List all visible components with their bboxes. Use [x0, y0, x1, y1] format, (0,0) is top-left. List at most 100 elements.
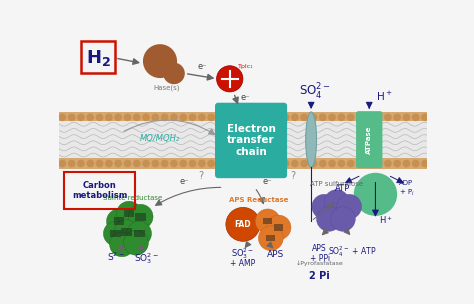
Circle shape — [189, 160, 196, 168]
Text: $\mathrm{SO_3^{2-}}$: $\mathrm{SO_3^{2-}}$ — [231, 246, 255, 261]
Circle shape — [393, 113, 401, 121]
Circle shape — [266, 215, 291, 240]
Circle shape — [235, 160, 243, 168]
Circle shape — [68, 113, 75, 121]
Bar — [135, 213, 146, 220]
Circle shape — [189, 113, 196, 121]
Circle shape — [226, 113, 234, 121]
Circle shape — [412, 113, 419, 121]
Text: $\mathrm{H^+}$: $\mathrm{H^+}$ — [379, 215, 392, 226]
Circle shape — [310, 113, 317, 121]
Text: ATP: ATP — [335, 185, 350, 193]
Circle shape — [255, 209, 280, 233]
Circle shape — [254, 160, 262, 168]
Circle shape — [347, 113, 355, 121]
Circle shape — [163, 63, 185, 84]
Circle shape — [330, 207, 356, 231]
Circle shape — [114, 113, 122, 121]
Bar — [266, 235, 275, 241]
Circle shape — [319, 160, 327, 168]
Circle shape — [107, 209, 131, 233]
Circle shape — [319, 113, 327, 121]
Circle shape — [300, 113, 308, 121]
Circle shape — [365, 160, 373, 168]
Circle shape — [245, 160, 252, 168]
Circle shape — [152, 160, 159, 168]
Text: ATP sulfurylose: ATP sulfurylose — [310, 181, 363, 187]
Text: APS Reductase: APS Reductase — [228, 197, 288, 203]
Circle shape — [161, 113, 169, 121]
Circle shape — [96, 113, 103, 121]
Text: Sulfite reductase: Sulfite reductase — [103, 195, 163, 201]
Text: APS
+ PPi: APS + PPi — [310, 244, 330, 263]
Circle shape — [124, 160, 131, 168]
Text: TpIc₁: TpIc₁ — [237, 64, 253, 69]
Circle shape — [77, 160, 85, 168]
Circle shape — [152, 113, 159, 121]
Text: APS: APS — [267, 250, 284, 259]
Circle shape — [124, 113, 131, 121]
Circle shape — [142, 160, 150, 168]
Circle shape — [324, 190, 349, 214]
Text: ↓Pyrofasfatase: ↓Pyrofasfatase — [296, 261, 344, 266]
Circle shape — [114, 220, 139, 244]
Text: + AMP: + AMP — [230, 259, 255, 268]
Circle shape — [328, 160, 336, 168]
Circle shape — [86, 160, 94, 168]
Bar — [134, 230, 145, 237]
Text: ATPase: ATPase — [366, 126, 372, 154]
Text: $\mathrm{SO_3^{2-}}$: $\mathrm{SO_3^{2-}}$ — [135, 251, 159, 266]
Circle shape — [217, 66, 243, 92]
Circle shape — [273, 113, 280, 121]
Circle shape — [312, 194, 337, 219]
Text: ?: ? — [290, 171, 295, 181]
Circle shape — [421, 160, 429, 168]
Circle shape — [117, 201, 141, 226]
Text: $\mathrm{SO_4^{2-}}$ + ATP: $\mathrm{SO_4^{2-}}$ + ATP — [328, 244, 376, 258]
Circle shape — [68, 160, 75, 168]
Circle shape — [282, 113, 290, 121]
FancyBboxPatch shape — [215, 103, 287, 178]
Circle shape — [103, 221, 128, 246]
Circle shape — [328, 113, 336, 121]
Text: $\mathrm{SO_4^{2-}}$: $\mathrm{SO_4^{2-}}$ — [299, 82, 331, 102]
Bar — [59, 112, 427, 123]
Circle shape — [337, 113, 345, 121]
Bar — [59, 158, 427, 169]
Circle shape — [127, 221, 152, 246]
Bar — [113, 217, 124, 225]
Bar — [110, 230, 121, 237]
Text: e⁻: e⁻ — [262, 177, 272, 186]
Circle shape — [143, 44, 177, 78]
Circle shape — [356, 113, 364, 121]
Circle shape — [58, 113, 66, 121]
Text: $\mathrm{S^{2-}}$: $\mathrm{S^{2-}}$ — [107, 251, 125, 263]
Circle shape — [317, 207, 341, 231]
Circle shape — [393, 160, 401, 168]
Circle shape — [421, 113, 429, 121]
Circle shape — [337, 160, 345, 168]
Bar — [59, 121, 427, 158]
Circle shape — [128, 204, 153, 229]
Circle shape — [161, 160, 169, 168]
Bar — [263, 218, 273, 224]
Circle shape — [198, 160, 206, 168]
Circle shape — [96, 160, 103, 168]
Text: $\mathrm{H^+}$: $\mathrm{H^+}$ — [376, 90, 393, 103]
Text: MQ/MQH₂: MQ/MQH₂ — [140, 134, 180, 143]
Text: e⁻: e⁻ — [241, 93, 250, 102]
Text: ?: ? — [199, 171, 204, 181]
Circle shape — [226, 160, 234, 168]
Circle shape — [133, 160, 141, 168]
Circle shape — [402, 113, 410, 121]
Circle shape — [263, 113, 271, 121]
Circle shape — [207, 113, 215, 121]
Circle shape — [226, 207, 260, 241]
Circle shape — [300, 160, 308, 168]
Circle shape — [133, 113, 141, 121]
Circle shape — [365, 113, 373, 121]
Bar — [124, 210, 135, 217]
Circle shape — [347, 160, 355, 168]
Circle shape — [217, 113, 224, 121]
Circle shape — [114, 160, 122, 168]
